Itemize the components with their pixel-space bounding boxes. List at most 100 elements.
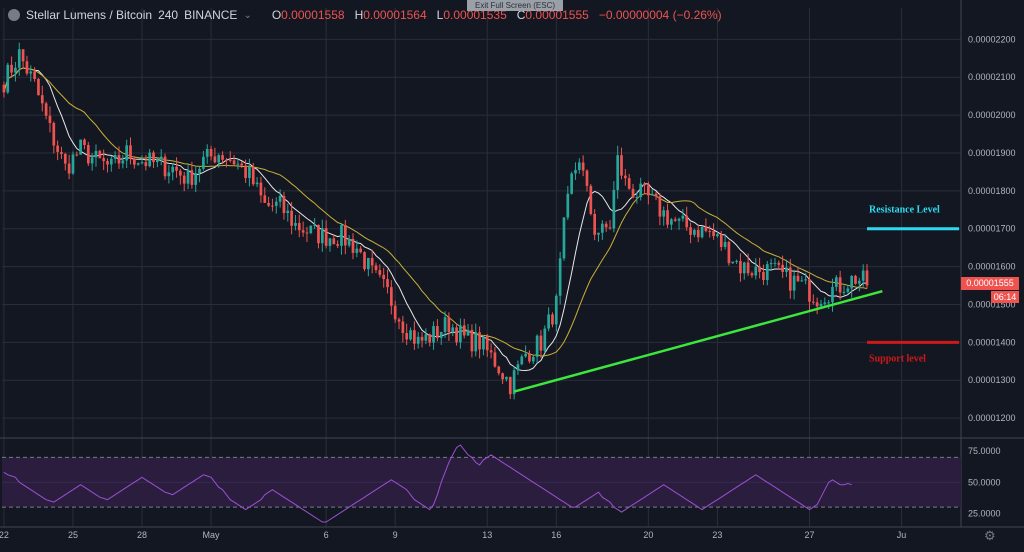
candle-body: [493, 352, 497, 367]
candle-body: [554, 295, 558, 325]
candle-body: [647, 185, 650, 196]
candle-body: [811, 301, 815, 303]
candle-body: [604, 223, 608, 228]
time-axis-label: 22: [0, 530, 9, 540]
candle-body: [777, 262, 781, 265]
candle-body: [551, 314, 554, 325]
candle-body: [773, 262, 777, 264]
candle-body: [217, 155, 221, 163]
ohlc-low-value: 0.00001535: [443, 8, 507, 22]
price-axis-label: 0.00001300: [968, 375, 1016, 385]
candle-body: [140, 162, 144, 164]
candle-body: [21, 49, 25, 62]
symbol-name[interactable]: Stellar Lumens / Bitcoin: [26, 8, 153, 22]
candle-body: [746, 262, 750, 274]
candle-body: [129, 145, 132, 159]
candle-body: [508, 376, 512, 395]
time-axis-label: 23: [712, 530, 722, 540]
candle-body: [159, 156, 163, 160]
support-trendline: [513, 289, 883, 393]
candle-body: [340, 225, 343, 246]
candle-body: [482, 336, 485, 350]
candle-body: [413, 330, 416, 344]
candle-body: [386, 279, 389, 288]
candle-body: [631, 188, 635, 198]
candle-body: [639, 183, 643, 198]
candle-body: [25, 61, 29, 74]
ohlc-legend: O0.00001558 H0.00001564 L0.00001535 C0.0…: [272, 8, 722, 22]
exit-fullscreen-banner[interactable]: Exit Full Screen (ESC): [467, 0, 563, 11]
candle-body: [666, 210, 669, 225]
candle-body: [37, 79, 40, 96]
candle-body: [213, 156, 217, 163]
candle-body: [524, 353, 527, 357]
candle-body: [98, 150, 102, 159]
candle-body: [673, 219, 677, 221]
candle-body: [858, 280, 861, 284]
ohlc-close-value: 0.00001555: [525, 8, 589, 22]
candle-body: [190, 170, 194, 185]
candle-body: [616, 155, 620, 190]
candle-body: [2, 84, 6, 93]
candle-body: [317, 224, 320, 244]
symbol-logo-icon: [8, 9, 20, 21]
time-axis-label: 20: [643, 530, 653, 540]
candle-body: [474, 332, 478, 352]
candle-body: [512, 370, 516, 395]
exchange: BINANCE: [184, 8, 238, 22]
candle-body: [497, 366, 501, 374]
candle-body: [562, 217, 566, 259]
candle-body: [739, 260, 742, 274]
candle-body: [374, 265, 378, 271]
candle-body: [301, 230, 305, 233]
candle-body: [819, 303, 823, 307]
candle-body: [324, 228, 328, 246]
candle-body: [282, 196, 286, 214]
price-axis-label: 0.00001800: [968, 186, 1016, 196]
candle-body: [90, 157, 94, 164]
chevron-down-icon[interactable]: ⌄: [243, 9, 252, 21]
candle-body: [731, 261, 735, 264]
candle-body: [704, 226, 708, 232]
candle-body: [420, 336, 424, 341]
resistance-level-label: Resistance Level: [869, 205, 940, 216]
candle-body: [478, 332, 481, 350]
candle-body: [267, 202, 270, 206]
price-axis-label: 0.00001400: [968, 337, 1016, 347]
ohlc-low-key: L: [436, 8, 444, 22]
candle-body: [424, 334, 428, 341]
candle-body: [33, 71, 36, 80]
timeframe[interactable]: 240: [158, 8, 179, 22]
candle-body: [148, 152, 152, 167]
gear-icon[interactable]: ⚙: [984, 528, 996, 543]
candle-body: [842, 291, 846, 293]
candle-body: [397, 319, 401, 322]
candle-body: [543, 328, 547, 351]
candle-body: [83, 139, 86, 146]
candle-body: [716, 234, 719, 237]
candle-body: [240, 163, 244, 166]
candle-body: [788, 267, 792, 291]
time-axis-label: 13: [482, 530, 492, 540]
rsi-axis-label: 50.0000: [968, 477, 1001, 487]
rsi-axis-label: 25.0000: [968, 508, 1001, 518]
price-axis-label: 0.00001500: [968, 299, 1016, 309]
bar-countdown-tag: 06:14: [991, 290, 1019, 303]
candle-body: [462, 325, 466, 336]
candle-body: [712, 231, 715, 237]
candle-body: [309, 225, 313, 234]
price-axis-label: 0.00002100: [968, 72, 1016, 82]
candle-body: [113, 155, 117, 159]
candle-body: [808, 279, 811, 302]
candle-body: [547, 314, 550, 329]
candle-body: [439, 331, 443, 338]
candle-body: [182, 175, 186, 184]
candle-body: [620, 155, 623, 176]
candle-body: [577, 162, 581, 170]
candle-body: [86, 145, 90, 164]
candle-body: [71, 154, 75, 174]
ma-21-line: [3, 67, 868, 357]
